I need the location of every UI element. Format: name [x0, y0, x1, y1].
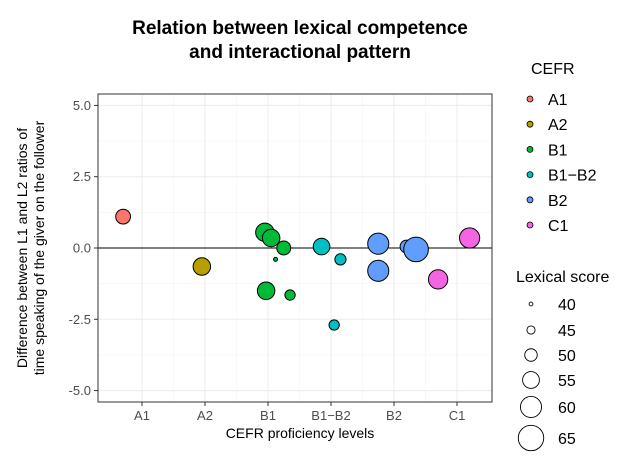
y-axis-label-line-2: time speaking of the giver on the follow…	[31, 120, 47, 375]
data-point	[312, 237, 331, 256]
color-legend-label: B2	[548, 193, 568, 210]
x-tick-label: B2	[386, 408, 402, 423]
size-legend-key	[526, 325, 536, 335]
size-legend-label: 50	[558, 348, 576, 365]
x-tick-label: B1−B2	[311, 408, 350, 423]
x-axis-label: CEFR proficiency levels	[226, 425, 375, 441]
color-legend-key	[526, 196, 534, 204]
color-legend-label: C1	[548, 218, 569, 235]
data-point	[403, 236, 429, 263]
data-point	[328, 319, 340, 331]
data-point	[367, 259, 390, 282]
size-legend-key	[517, 424, 545, 452]
color-legend-label: B1−B2	[548, 168, 597, 185]
size-legend-label: 40	[558, 297, 576, 314]
x-tick-label: A1	[134, 408, 150, 423]
size-legend-label: 65	[558, 431, 576, 448]
size-legend-label: 55	[558, 373, 576, 390]
size-legend-key	[519, 395, 543, 419]
color-legend-key	[526, 171, 534, 179]
y-tick-label: -5.0	[69, 383, 91, 398]
y-tick-label: 2.5	[73, 169, 91, 184]
x-tick-label: C1	[449, 408, 466, 423]
y-tick-label: 0.0	[73, 241, 91, 256]
size-legend-title: Lexical score	[516, 269, 609, 286]
data-point	[334, 253, 347, 266]
x-tick-label: B1	[260, 408, 276, 423]
size-legend: Lexical score 40 45 50 55 60 65	[516, 269, 609, 452]
color-legend-key	[526, 221, 534, 229]
data-point	[284, 289, 296, 301]
color-legend-label: B1	[548, 142, 568, 159]
size-legend-key	[522, 371, 540, 389]
size-legend-key	[528, 301, 534, 307]
color-legend-key	[526, 120, 534, 128]
size-legend-label: 45	[558, 323, 576, 340]
y-axis-ticks: 5.0 2.5 0.0 -2.5 -5.0	[69, 98, 98, 398]
y-tick-label: -2.5	[69, 312, 91, 327]
size-legend-key	[524, 348, 538, 362]
color-legend-title: CEFR	[531, 61, 575, 78]
x-axis-ticks: A1 A2 B1 B1−B2 B2 C1	[134, 402, 465, 423]
y-axis-label-line-1: Difference between L1 and L2 ratios of	[14, 128, 30, 368]
data-point	[192, 257, 212, 276]
data-point	[367, 232, 390, 255]
data-point	[276, 240, 292, 256]
color-legend-label: A2	[548, 117, 568, 134]
chart-title-line-2: and interactional pattern	[189, 42, 411, 63]
chart-title-line-1: Relation between lexical competence	[132, 18, 468, 39]
data-point	[256, 281, 276, 301]
color-legend-key	[526, 145, 534, 153]
data-point	[273, 256, 279, 262]
size-legend-label: 60	[558, 400, 576, 417]
data-point	[115, 208, 131, 225]
y-tick-label: 5.0	[73, 98, 91, 113]
color-legend-label: A1	[548, 92, 568, 109]
x-tick-label: A2	[197, 408, 213, 423]
color-legend: CEFR A1 A2 B1 B1−B2 B2 C1	[526, 61, 597, 235]
data-point	[427, 269, 449, 290]
data-point	[261, 228, 281, 248]
data-point	[459, 227, 481, 249]
color-legend-key	[526, 95, 534, 103]
data-points	[115, 208, 481, 331]
